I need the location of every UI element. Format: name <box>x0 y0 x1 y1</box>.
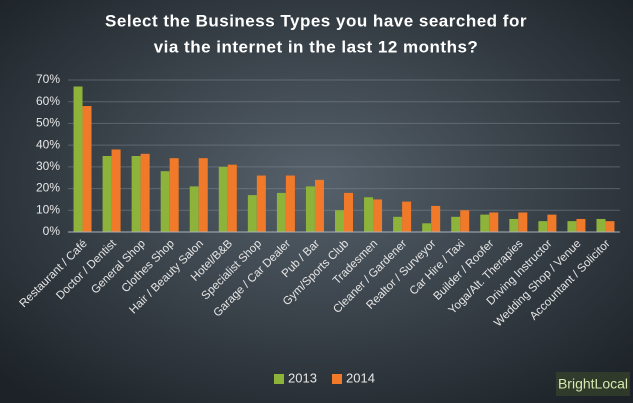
bar <box>285 175 295 232</box>
bar <box>373 199 383 232</box>
bar <box>198 158 208 232</box>
bar <box>227 164 237 232</box>
bar <box>431 205 441 232</box>
bar <box>102 156 112 232</box>
bar <box>256 175 266 232</box>
bar <box>344 192 353 232</box>
bar <box>111 149 121 232</box>
bar <box>576 218 586 232</box>
y-tick-label: 0% <box>43 224 61 238</box>
bar <box>305 186 315 232</box>
bar <box>364 197 374 232</box>
chart-title: via the internet in the last 12 months? <box>154 37 479 56</box>
bar <box>596 218 606 232</box>
bar <box>518 212 528 232</box>
brand-box <box>556 372 630 396</box>
bar <box>189 186 199 232</box>
chart-title: Select the Business Types you have searc… <box>105 11 527 30</box>
bar <box>538 221 548 232</box>
bar <box>276 192 286 232</box>
bar <box>218 166 228 232</box>
y-tick-label: 50% <box>36 116 60 130</box>
bar <box>489 212 499 232</box>
bar <box>567 221 577 232</box>
bar <box>480 214 490 232</box>
y-tick-label: 10% <box>36 202 60 216</box>
bar <box>335 210 344 232</box>
bar <box>393 216 403 232</box>
bar <box>605 221 615 232</box>
y-tick-label: 40% <box>36 137 60 151</box>
legend-swatch <box>274 374 284 384</box>
bar <box>247 195 257 232</box>
bar <box>422 223 432 232</box>
bar <box>82 106 92 232</box>
bar <box>314 179 324 232</box>
bar <box>460 210 470 232</box>
legend-label: 2014 <box>346 370 375 385</box>
bar <box>169 158 179 232</box>
brand-logo: BrightLocal <box>558 376 628 392</box>
y-tick-label: 30% <box>36 159 60 173</box>
y-tick-label: 70% <box>36 72 60 86</box>
bar <box>131 156 141 232</box>
y-tick-label: 20% <box>36 181 60 195</box>
bar <box>451 216 461 232</box>
bar <box>160 171 170 232</box>
legend-swatch <box>332 374 342 384</box>
bar <box>547 214 557 232</box>
y-tick-label: 60% <box>36 94 60 108</box>
bar <box>402 201 412 232</box>
legend-label: 2013 <box>288 370 317 385</box>
bar <box>509 218 519 232</box>
bar <box>140 153 150 232</box>
bar <box>73 86 83 232</box>
